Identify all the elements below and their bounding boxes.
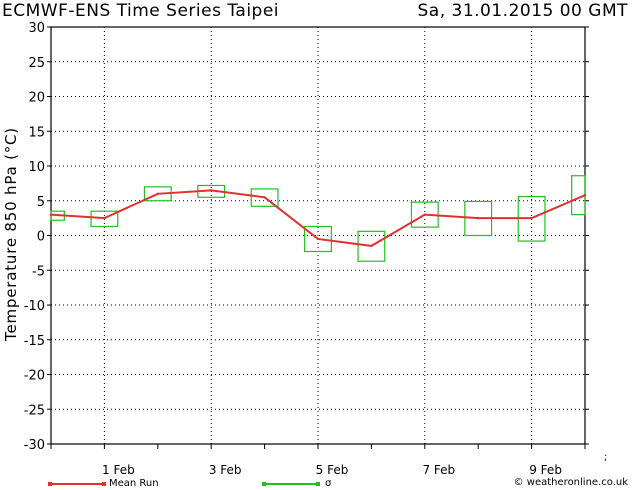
legend-sigma: σ — [262, 478, 382, 490]
mean-run-point — [49, 213, 53, 216]
mean-run-point — [103, 216, 106, 220]
axis-marker: ; — [604, 452, 607, 463]
chart-title: ECMWF-ENS Time Series Taipei — [2, 1, 280, 21]
legend-label-sigma: σ — [325, 478, 332, 489]
mean-run-point — [583, 193, 587, 197]
grid — [51, 27, 585, 444]
forecast-datestamp: Sa, 31.01.2015 00 GMT — [417, 1, 628, 21]
y-tick-label: 0 — [37, 230, 45, 245]
mean-run-point — [423, 213, 426, 216]
sigma-box — [304, 225, 332, 253]
y-tick-label: -5 — [32, 264, 45, 279]
y-tick-label: 5 — [37, 195, 45, 210]
credit-text: © weatheronline.co.uk — [513, 477, 628, 488]
y-tick-label: -15 — [24, 334, 45, 349]
y-tick-label: 25 — [28, 56, 45, 71]
legend-label-mean-run: Mean Run — [109, 478, 159, 489]
y-tick-label: -30 — [24, 438, 45, 453]
mean-run-point — [370, 244, 373, 248]
sigma-box — [90, 210, 119, 228]
mean-run-swatch — [48, 482, 106, 486]
y-tick-label: 20 — [28, 91, 45, 106]
mean-run-point — [530, 216, 533, 220]
x-tick-label: 1 Feb — [102, 463, 135, 477]
mean-run-line — [50, 189, 586, 247]
x-axis-ticks: 1 Feb 3 Feb 5 Feb 7 Feb 9 Feb — [50, 444, 586, 477]
x-tick-label: 5 Feb — [316, 463, 349, 477]
x-tick-label: 7 Feb — [422, 463, 455, 477]
mean-run-point — [263, 196, 266, 199]
mean-run-point — [210, 189, 213, 192]
y-tick-label: 15 — [28, 125, 45, 140]
mean-run-point — [316, 237, 320, 241]
legend-mean-run: Mean Run — [48, 478, 208, 490]
sigma-swatch — [262, 482, 320, 486]
mean-run-point — [477, 216, 480, 220]
x-tick-label: 3 Feb — [209, 463, 242, 477]
mean-run-point — [156, 192, 159, 195]
y-axis-label: Temperature 850 hPa (°C) — [2, 127, 20, 342]
y-tick-label: -10 — [24, 299, 45, 314]
y-tick-label: -20 — [24, 369, 45, 384]
sigma-box — [357, 230, 386, 262]
y-tick-label: 30 — [28, 21, 45, 36]
y-tick-label: 10 — [28, 160, 45, 175]
sigma-box — [250, 188, 279, 207]
y-axis-ticks: 30 25 20 15 10 5 0 -5 -10 -15 -20 -25 -30 — [24, 21, 589, 453]
x-tick-label: 9 Feb — [529, 463, 562, 477]
y-tick-label: -25 — [24, 403, 45, 418]
mean-run-series — [49, 189, 587, 248]
